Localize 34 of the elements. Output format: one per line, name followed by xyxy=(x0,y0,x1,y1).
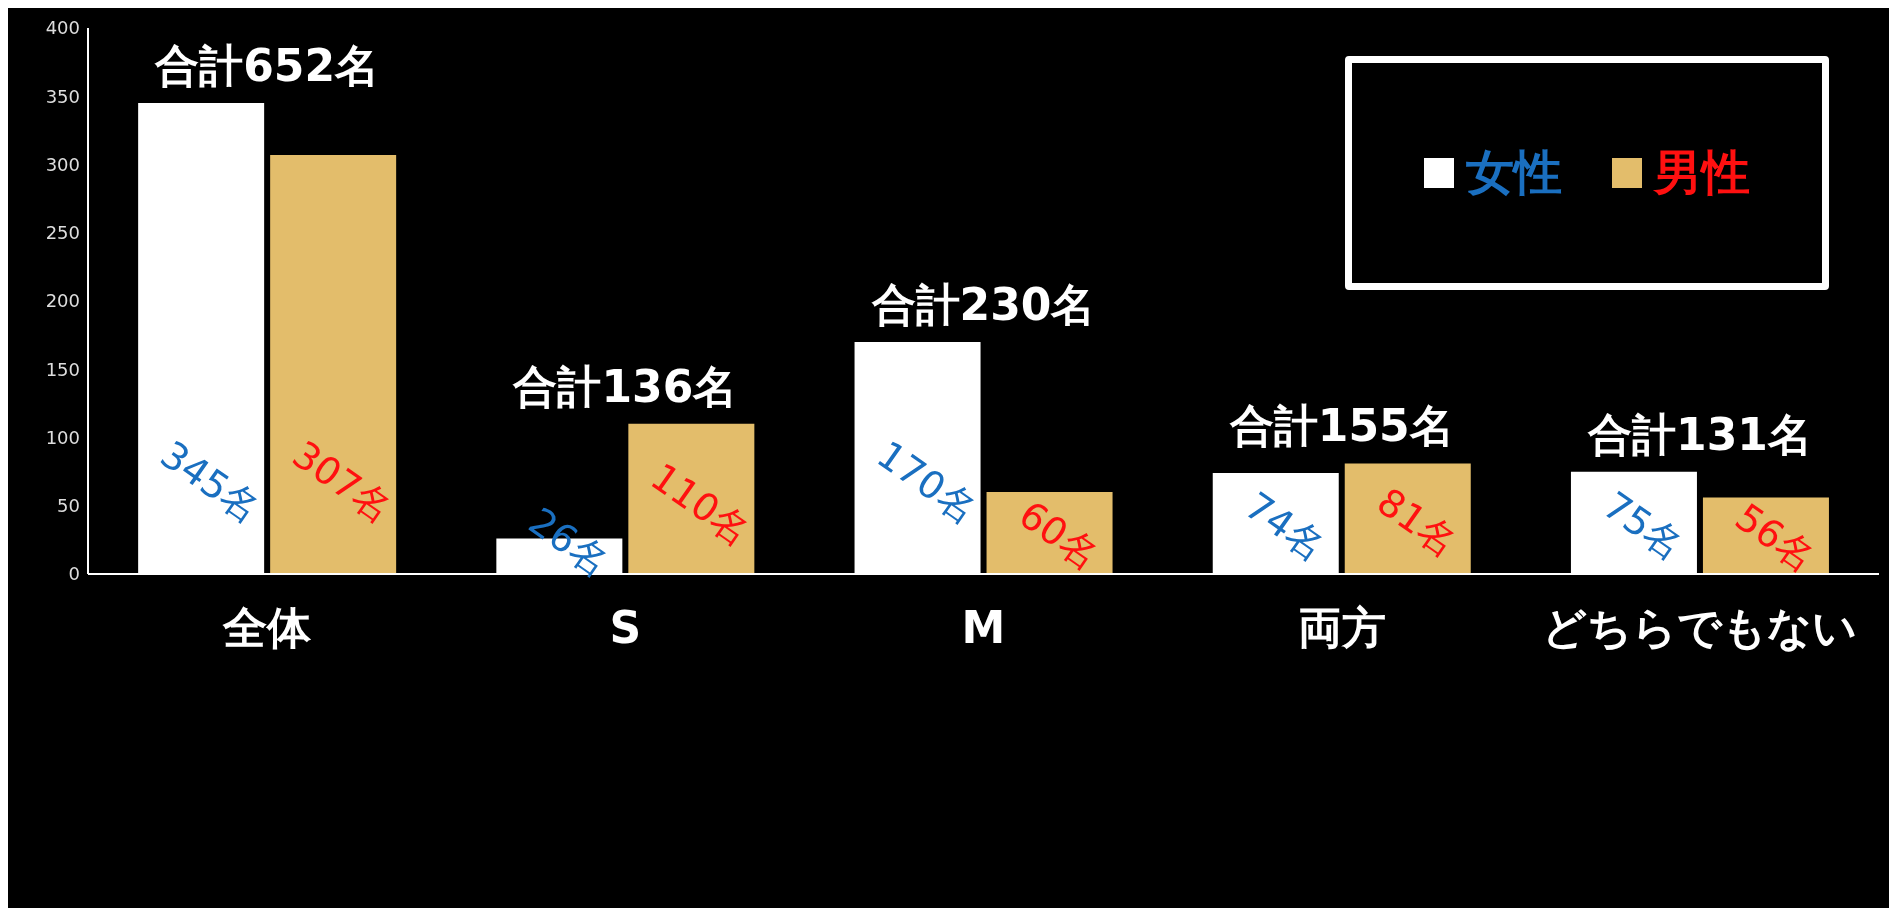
y-tick-label: 200 xyxy=(45,290,80,312)
x-tick-label: 両方 xyxy=(1297,602,1386,654)
y-tick-label: 400 xyxy=(45,17,80,39)
x-tick-label: 全体 xyxy=(222,602,313,654)
y-tick-label: 250 xyxy=(45,222,80,244)
total-label: 合計230名 xyxy=(870,278,1096,330)
x-tick-label: M xyxy=(961,602,1006,654)
data-label: 307名 xyxy=(284,432,401,532)
total-label: 合計155名 xyxy=(1228,400,1454,452)
data-label: 26名 xyxy=(520,499,617,585)
data-label: 81名 xyxy=(1369,479,1466,565)
data-label: 345名 xyxy=(152,432,269,532)
legend-label: 女性 xyxy=(1466,143,1562,202)
x-tick-label: どちらでもない xyxy=(1542,602,1858,654)
data-label: 60名 xyxy=(1010,492,1107,578)
total-label: 合計131名 xyxy=(1587,408,1812,460)
data-label: 75名 xyxy=(1595,483,1692,569)
bar xyxy=(270,154,397,574)
y-tick-label: 0 xyxy=(68,563,80,585)
y-tick-label: 100 xyxy=(45,426,80,448)
y-tick-label: 300 xyxy=(45,153,80,175)
y-tick-label: 50 xyxy=(57,495,80,517)
y-tick-label: 150 xyxy=(45,358,80,380)
data-label: 170名 xyxy=(869,432,985,532)
total-label: 合計136名 xyxy=(512,360,738,412)
y-tick-label: 350 xyxy=(45,85,80,107)
legend-label: 男性 xyxy=(1654,143,1750,202)
data-label: 56名 xyxy=(1727,494,1824,581)
bar xyxy=(1344,463,1471,574)
data-label: 110名 xyxy=(642,454,759,555)
x-tick-label: S xyxy=(609,602,642,654)
data-label: 74名 xyxy=(1237,483,1334,570)
bar xyxy=(628,423,755,574)
total-label: 合計652名 xyxy=(154,40,380,92)
